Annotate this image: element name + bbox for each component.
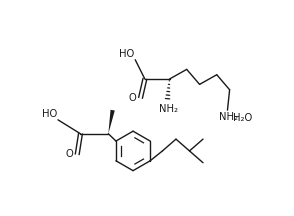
Text: NH₂: NH₂: [159, 104, 178, 114]
Text: O: O: [128, 93, 136, 103]
Polygon shape: [108, 110, 115, 134]
Text: O: O: [66, 149, 74, 159]
Text: HO: HO: [42, 109, 57, 119]
Text: HO: HO: [119, 49, 134, 59]
Text: NH₂: NH₂: [219, 112, 238, 122]
Text: H₂O: H₂O: [233, 113, 252, 123]
